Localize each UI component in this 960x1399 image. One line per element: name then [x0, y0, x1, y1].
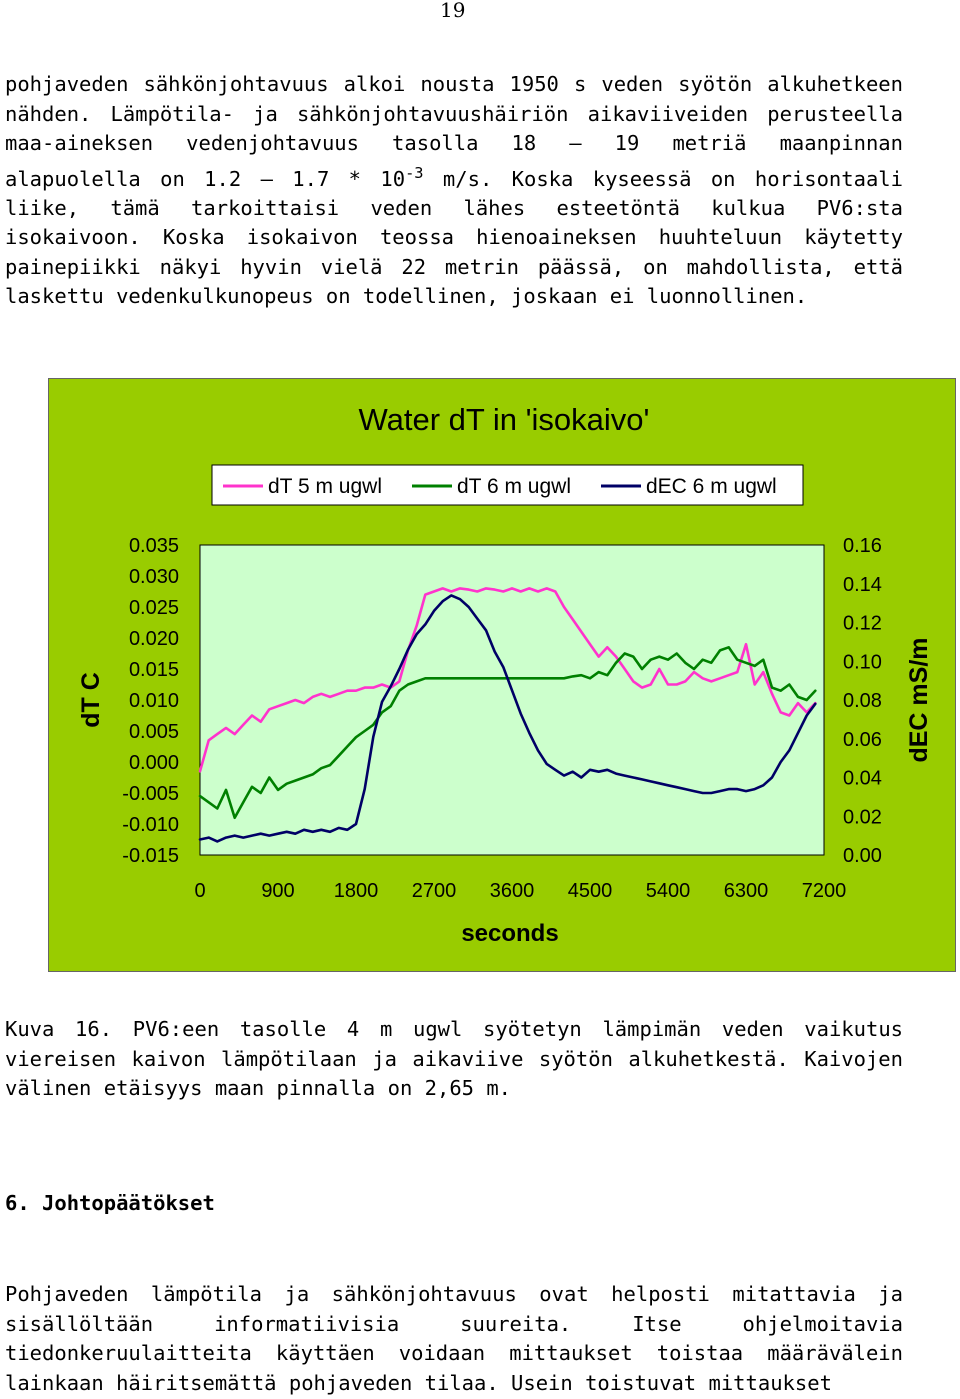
- x-tick-label: 6300: [724, 880, 769, 902]
- x-axis-ticks: 0 900 1800 2700 3600 4500 5400 6300 7200: [194, 880, 846, 902]
- left-tick-label: 0.030: [129, 566, 179, 588]
- series-lines: [198, 587, 817, 843]
- right-tick-label: 0.06: [843, 729, 882, 751]
- left-tick-label: 0.000: [129, 752, 179, 774]
- figure-caption: Kuva 16. PV6:een tasolle 4 m ugwl syötet…: [5, 1017, 903, 1100]
- left-tick-label: -0.015: [122, 845, 179, 867]
- right-tick-label: 0.02: [843, 806, 882, 828]
- intro-exponent: -3: [405, 163, 424, 182]
- x-tick-label: 2700: [412, 880, 457, 902]
- legend-label: dEC 6 m ugwl: [646, 475, 777, 498]
- intro-paragraph: pohjaveden sähkönjohtavuus alkoi nousta …: [5, 70, 903, 312]
- left-tick-label: 0.020: [129, 628, 179, 650]
- left-tick-label: 0.005: [129, 721, 179, 743]
- right-tick-label: 0.10: [843, 651, 882, 673]
- x-axis-label: seconds: [461, 920, 558, 947]
- conclusion-paragraph: Pohjaveden lämpötila ja sähkönjohtavuus …: [5, 1282, 903, 1395]
- water-dt-chart: Water dT in 'isokaivo' dT 5 m ugwl dT 6 m…: [77, 402, 933, 947]
- legend: dT 5 m ugwl dT 6 m ugwl dEC 6 m ugwl: [211, 464, 804, 506]
- page-number: 19: [440, 0, 466, 22]
- left-tick-label: 0.035: [129, 535, 179, 557]
- intro-text-end: m/s. Koska kyseessä on horisontaali liik…: [5, 166, 903, 309]
- right-tick-label: 0.00: [843, 845, 882, 867]
- right-tick-label: 0.16: [843, 535, 882, 557]
- right-tick-label: 0.04: [843, 768, 882, 790]
- series-line-1: [198, 587, 817, 773]
- right-axis-ticks: 0.16 0.14 0.12 0.10 0.08 0.06 0.04 0.02 0.00: [843, 535, 882, 867]
- x-tick-label: 7200: [802, 880, 847, 902]
- x-tick-label: 4500: [568, 880, 613, 902]
- left-axis-label: dT C: [77, 672, 105, 728]
- legend-label: dT 6 m ugwl: [457, 475, 571, 498]
- legend-box: [211, 464, 804, 506]
- legend-label: dT 5 m ugwl: [268, 475, 382, 498]
- right-tick-label: 0.14: [843, 574, 882, 596]
- right-tick-label: 0.08: [843, 690, 882, 712]
- left-tick-label: 0.010: [129, 690, 179, 712]
- section-heading: 6. Johtopäätökset: [5, 1191, 215, 1215]
- left-tick-label: 0.015: [129, 659, 179, 681]
- chart-frame: Water dT in 'isokaivo' dT 5 m ugwl dT 6 m…: [48, 378, 956, 972]
- x-tick-label: 3600: [490, 880, 535, 902]
- x-tick-label: 0: [194, 880, 205, 902]
- x-tick-label: 5400: [646, 880, 691, 902]
- right-axis-label: dEC mS/m: [905, 637, 933, 762]
- x-tick-label: 1800: [334, 880, 379, 902]
- left-axis-ticks: 0.035 0.030 0.025 0.020 0.015 0.010 0.005 0.000…: [122, 535, 179, 867]
- plot-area: [199, 544, 825, 856]
- left-tick-label: 0.025: [129, 597, 179, 619]
- chart-title: Water dT in 'isokaivo': [359, 402, 650, 437]
- left-tick-label: -0.010: [122, 814, 179, 836]
- x-tick-label: 900: [261, 880, 294, 902]
- intro-text-start: pohjaveden sähkönjohtavuus alkoi nousta …: [5, 72, 903, 191]
- left-tick-label: -0.005: [122, 783, 179, 805]
- series-line-3: [198, 594, 817, 843]
- right-tick-label: 0.12: [843, 613, 882, 635]
